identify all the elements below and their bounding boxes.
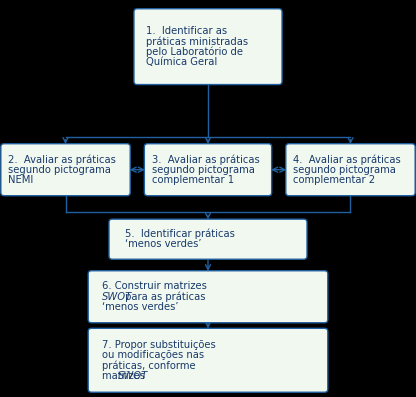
Text: 2.  Avaliar as práticas: 2. Avaliar as práticas <box>8 154 116 165</box>
Text: matrizes: matrizes <box>102 371 148 381</box>
Text: 3.  Avaliar as práticas: 3. Avaliar as práticas <box>152 154 260 165</box>
FancyBboxPatch shape <box>88 271 328 323</box>
Text: para as práticas: para as práticas <box>122 291 206 302</box>
Text: NEMI: NEMI <box>8 175 34 185</box>
Text: segundo pictograma: segundo pictograma <box>8 165 111 175</box>
Text: 6. Construir matrizes: 6. Construir matrizes <box>102 281 207 291</box>
FancyBboxPatch shape <box>109 219 307 259</box>
Text: complementar 1: complementar 1 <box>152 175 234 185</box>
Text: SWOT: SWOT <box>102 292 132 302</box>
Text: complementar 2: complementar 2 <box>293 175 375 185</box>
FancyBboxPatch shape <box>286 144 415 196</box>
FancyBboxPatch shape <box>1 144 130 196</box>
Text: práticas ministradas: práticas ministradas <box>146 36 248 47</box>
Text: segundo pictograma: segundo pictograma <box>293 165 396 175</box>
FancyBboxPatch shape <box>134 9 282 85</box>
Text: 5.  Identificar práticas: 5. Identificar práticas <box>125 229 235 239</box>
Text: pelo Laboratório de: pelo Laboratório de <box>146 46 243 57</box>
Text: 4.  Avaliar as práticas: 4. Avaliar as práticas <box>293 154 401 165</box>
FancyBboxPatch shape <box>144 144 272 196</box>
Text: SWOT: SWOT <box>118 371 148 381</box>
Text: ‘menos verdes’: ‘menos verdes’ <box>102 302 178 312</box>
Text: ou modificações nas: ou modificações nas <box>102 350 204 360</box>
Text: Química Geral: Química Geral <box>146 57 217 67</box>
FancyBboxPatch shape <box>88 328 328 392</box>
Text: ‘menos verdes’: ‘menos verdes’ <box>125 239 201 249</box>
Text: 1.  Identificar as: 1. Identificar as <box>146 26 227 36</box>
Text: práticas, conforme: práticas, conforme <box>102 360 196 371</box>
Text: 7. Propor substituições: 7. Propor substituições <box>102 340 215 350</box>
Text: segundo pictograma: segundo pictograma <box>152 165 255 175</box>
